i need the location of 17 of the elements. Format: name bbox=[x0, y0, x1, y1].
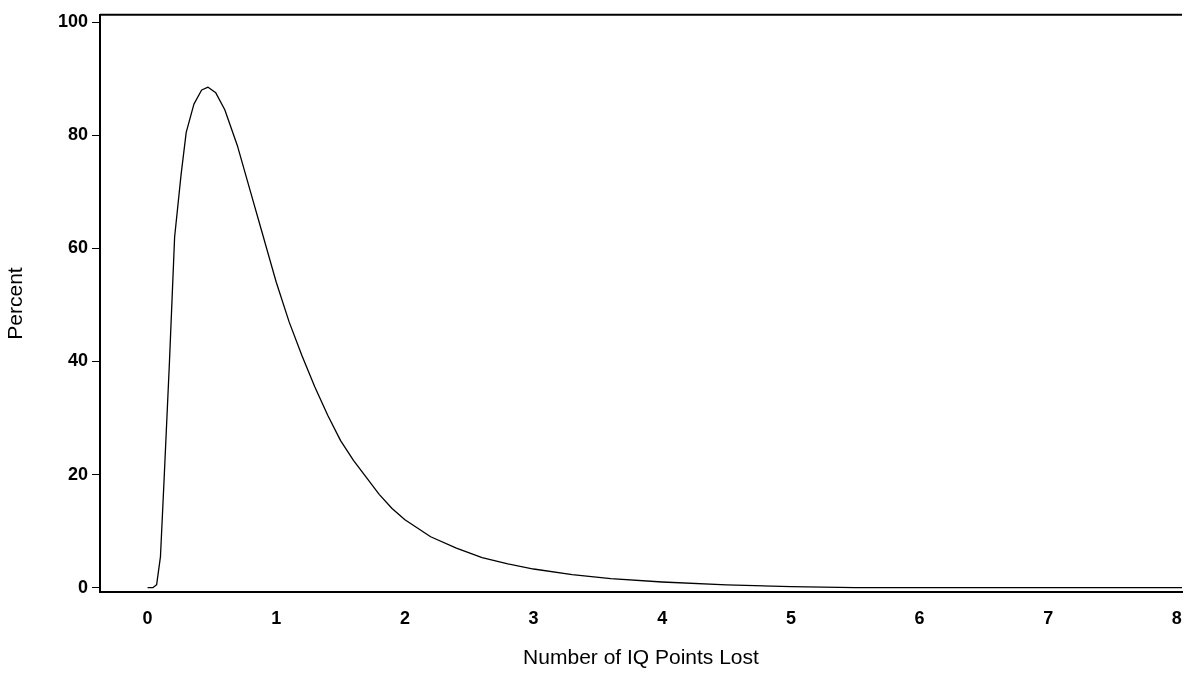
x-tick-label: 3 bbox=[528, 607, 539, 628]
y-tick-label: 100 bbox=[57, 11, 88, 32]
y-tick-label: 80 bbox=[67, 124, 88, 145]
x-tick-label: 5 bbox=[785, 607, 796, 628]
x-tick-label: 1 bbox=[271, 607, 282, 628]
y-tick-label: 60 bbox=[67, 237, 88, 258]
y-axis-title: Percent bbox=[3, 267, 27, 340]
x-tick-label: 2 bbox=[399, 607, 410, 628]
x-tick-label: 6 bbox=[914, 607, 925, 628]
x-tick-label: 4 bbox=[657, 607, 668, 628]
y-tick-label: 0 bbox=[77, 576, 88, 597]
x-tick-label: 7 bbox=[1043, 607, 1054, 628]
y-tick-label: 20 bbox=[67, 463, 88, 484]
y-tick-label: 40 bbox=[67, 350, 88, 371]
x-tick-label: 0 bbox=[142, 607, 153, 628]
x-axis-title: Number of IQ Points Lost bbox=[523, 645, 760, 669]
x-tick-label: 8 bbox=[1171, 607, 1182, 628]
